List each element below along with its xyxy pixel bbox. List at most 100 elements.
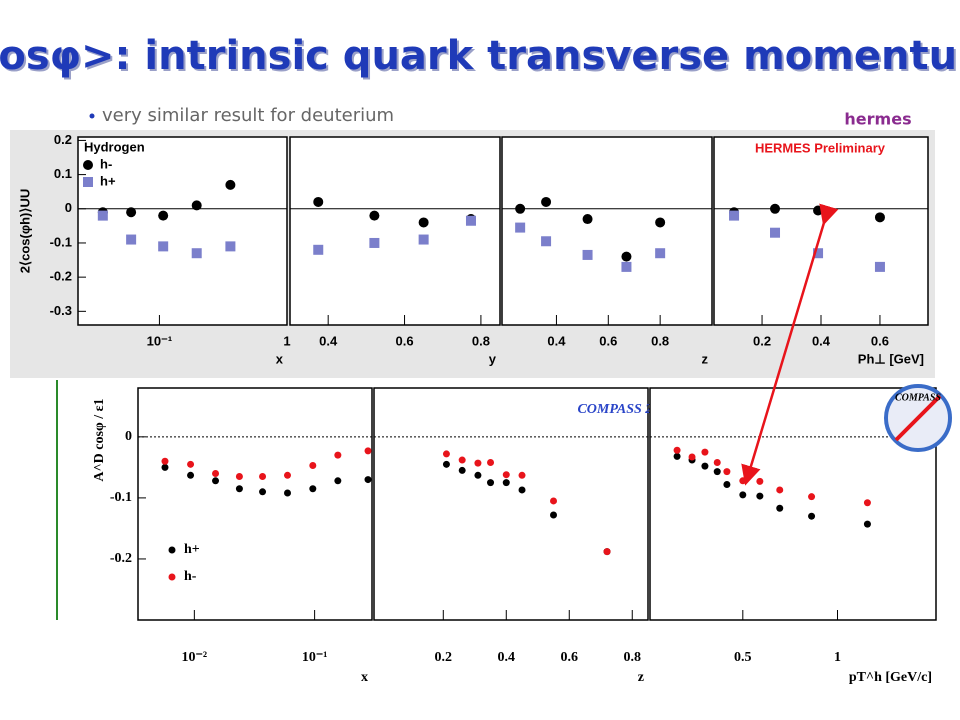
data-point: [334, 477, 342, 485]
data-point: [541, 196, 552, 207]
y-tick-label: 0: [65, 200, 72, 215]
data-point: [442, 460, 450, 468]
y-tick-label: -0.1: [50, 234, 72, 249]
x-tick-label: 0.6: [599, 333, 617, 348]
data-point: [474, 459, 482, 467]
data-point: [364, 476, 372, 484]
data-point: [418, 217, 429, 228]
plot-frame: [501, 136, 713, 326]
compass-logo-needle: [894, 394, 942, 442]
data-point: [582, 214, 593, 225]
data-point: [97, 210, 108, 221]
data-point: [309, 485, 317, 493]
data-point: [863, 520, 871, 528]
data-point: [515, 222, 526, 233]
x-tick-label: 0.5: [734, 650, 752, 665]
comparison-arrow: [741, 203, 839, 486]
data-point: [187, 471, 195, 479]
y-axis-label: 2⟨cos(φh)⟩UU: [17, 189, 32, 273]
legend-marker: [83, 160, 93, 170]
legend-label: h-: [100, 156, 112, 171]
y-tick-label: 0.2: [54, 132, 72, 147]
data-point: [283, 489, 291, 497]
plot-frame: [289, 136, 501, 326]
data-point: [158, 210, 169, 221]
x-axis-label: y: [489, 351, 497, 366]
data-point: [723, 468, 731, 476]
annotation: HERMES Preliminary: [755, 140, 886, 155]
title: <cosφ>: intrinsic quark transverse momen…: [0, 33, 960, 79]
data-point: [225, 179, 236, 190]
x-tick-label: 0.6: [871, 333, 889, 348]
data-point: [259, 488, 267, 496]
data-point: [458, 456, 466, 464]
data-point: [187, 460, 195, 468]
data-point: [701, 462, 709, 470]
data-point: [808, 493, 816, 501]
x-axis-label: x: [361, 670, 368, 685]
data-point: [212, 477, 220, 485]
data-point: [603, 548, 611, 556]
data-point: [673, 452, 681, 460]
data-point: [863, 499, 871, 507]
data-point: [673, 446, 681, 454]
plot-frame: [77, 136, 288, 326]
data-point: [309, 462, 317, 470]
data-point: [713, 468, 721, 476]
data-point: [487, 458, 495, 466]
data-point: [550, 497, 558, 505]
plot-frame: [137, 387, 373, 621]
data-point: [474, 471, 482, 479]
data-point: [313, 244, 324, 255]
legend-marker: [168, 546, 176, 554]
data-point: [458, 466, 466, 474]
y-tick-label: 0.1: [54, 166, 72, 181]
x-tick-label: 1: [283, 333, 290, 348]
hermes-logo: hermes: [844, 110, 911, 129]
data-point: [621, 251, 632, 262]
data-point: [776, 486, 784, 494]
y-tick-label: -0.3: [50, 303, 72, 318]
x-axis-label: Ph⊥ [GeV]: [858, 351, 924, 366]
data-point: [770, 227, 781, 238]
data-point: [369, 210, 380, 221]
data-point: [442, 450, 450, 458]
data-point: [655, 248, 666, 259]
data-point: [739, 491, 747, 499]
data-point: [161, 463, 169, 471]
data-point: [729, 210, 740, 221]
data-point: [808, 512, 816, 520]
data-point: [235, 485, 243, 493]
data-point: [518, 471, 526, 479]
y-tick-label: -0.1: [110, 490, 132, 505]
data-point: [515, 203, 526, 214]
data-point: [756, 492, 764, 500]
data-point: [502, 471, 510, 479]
data-point: [756, 477, 764, 485]
data-point: [212, 469, 220, 477]
data-point: [334, 451, 342, 459]
data-point: [313, 196, 324, 207]
bullet-dot: [89, 113, 95, 119]
y-tick-label: 0: [125, 429, 132, 444]
data-point: [364, 447, 372, 455]
x-tick-label: 10⁻¹: [302, 650, 328, 665]
compass-chart: -0.2 -0.1 0 10⁻² 10⁻¹ x A^D cosφ / ε1 h+ h- 0.2 0.…: [92, 387, 937, 685]
data-point: [502, 479, 510, 487]
x-tick-label: 0.8: [624, 650, 642, 665]
x-tick-label: 0.8: [472, 333, 490, 348]
x-axis-label: x: [276, 351, 284, 366]
legend-label: h-: [184, 569, 197, 584]
data-point: [259, 473, 267, 481]
title-shadow: <cosφ>: intrinsic quark transverse momen…: [0, 35, 960, 81]
x-tick-label: 0.8: [651, 333, 669, 348]
data-point: [225, 241, 236, 252]
legend-label: h+: [100, 173, 116, 188]
y-axis-label: A^D cosφ / ε1: [92, 398, 107, 481]
data-point: [235, 473, 243, 481]
data-point: [487, 479, 495, 487]
y-tick-label: -0.2: [50, 269, 72, 284]
data-point: [518, 486, 526, 494]
